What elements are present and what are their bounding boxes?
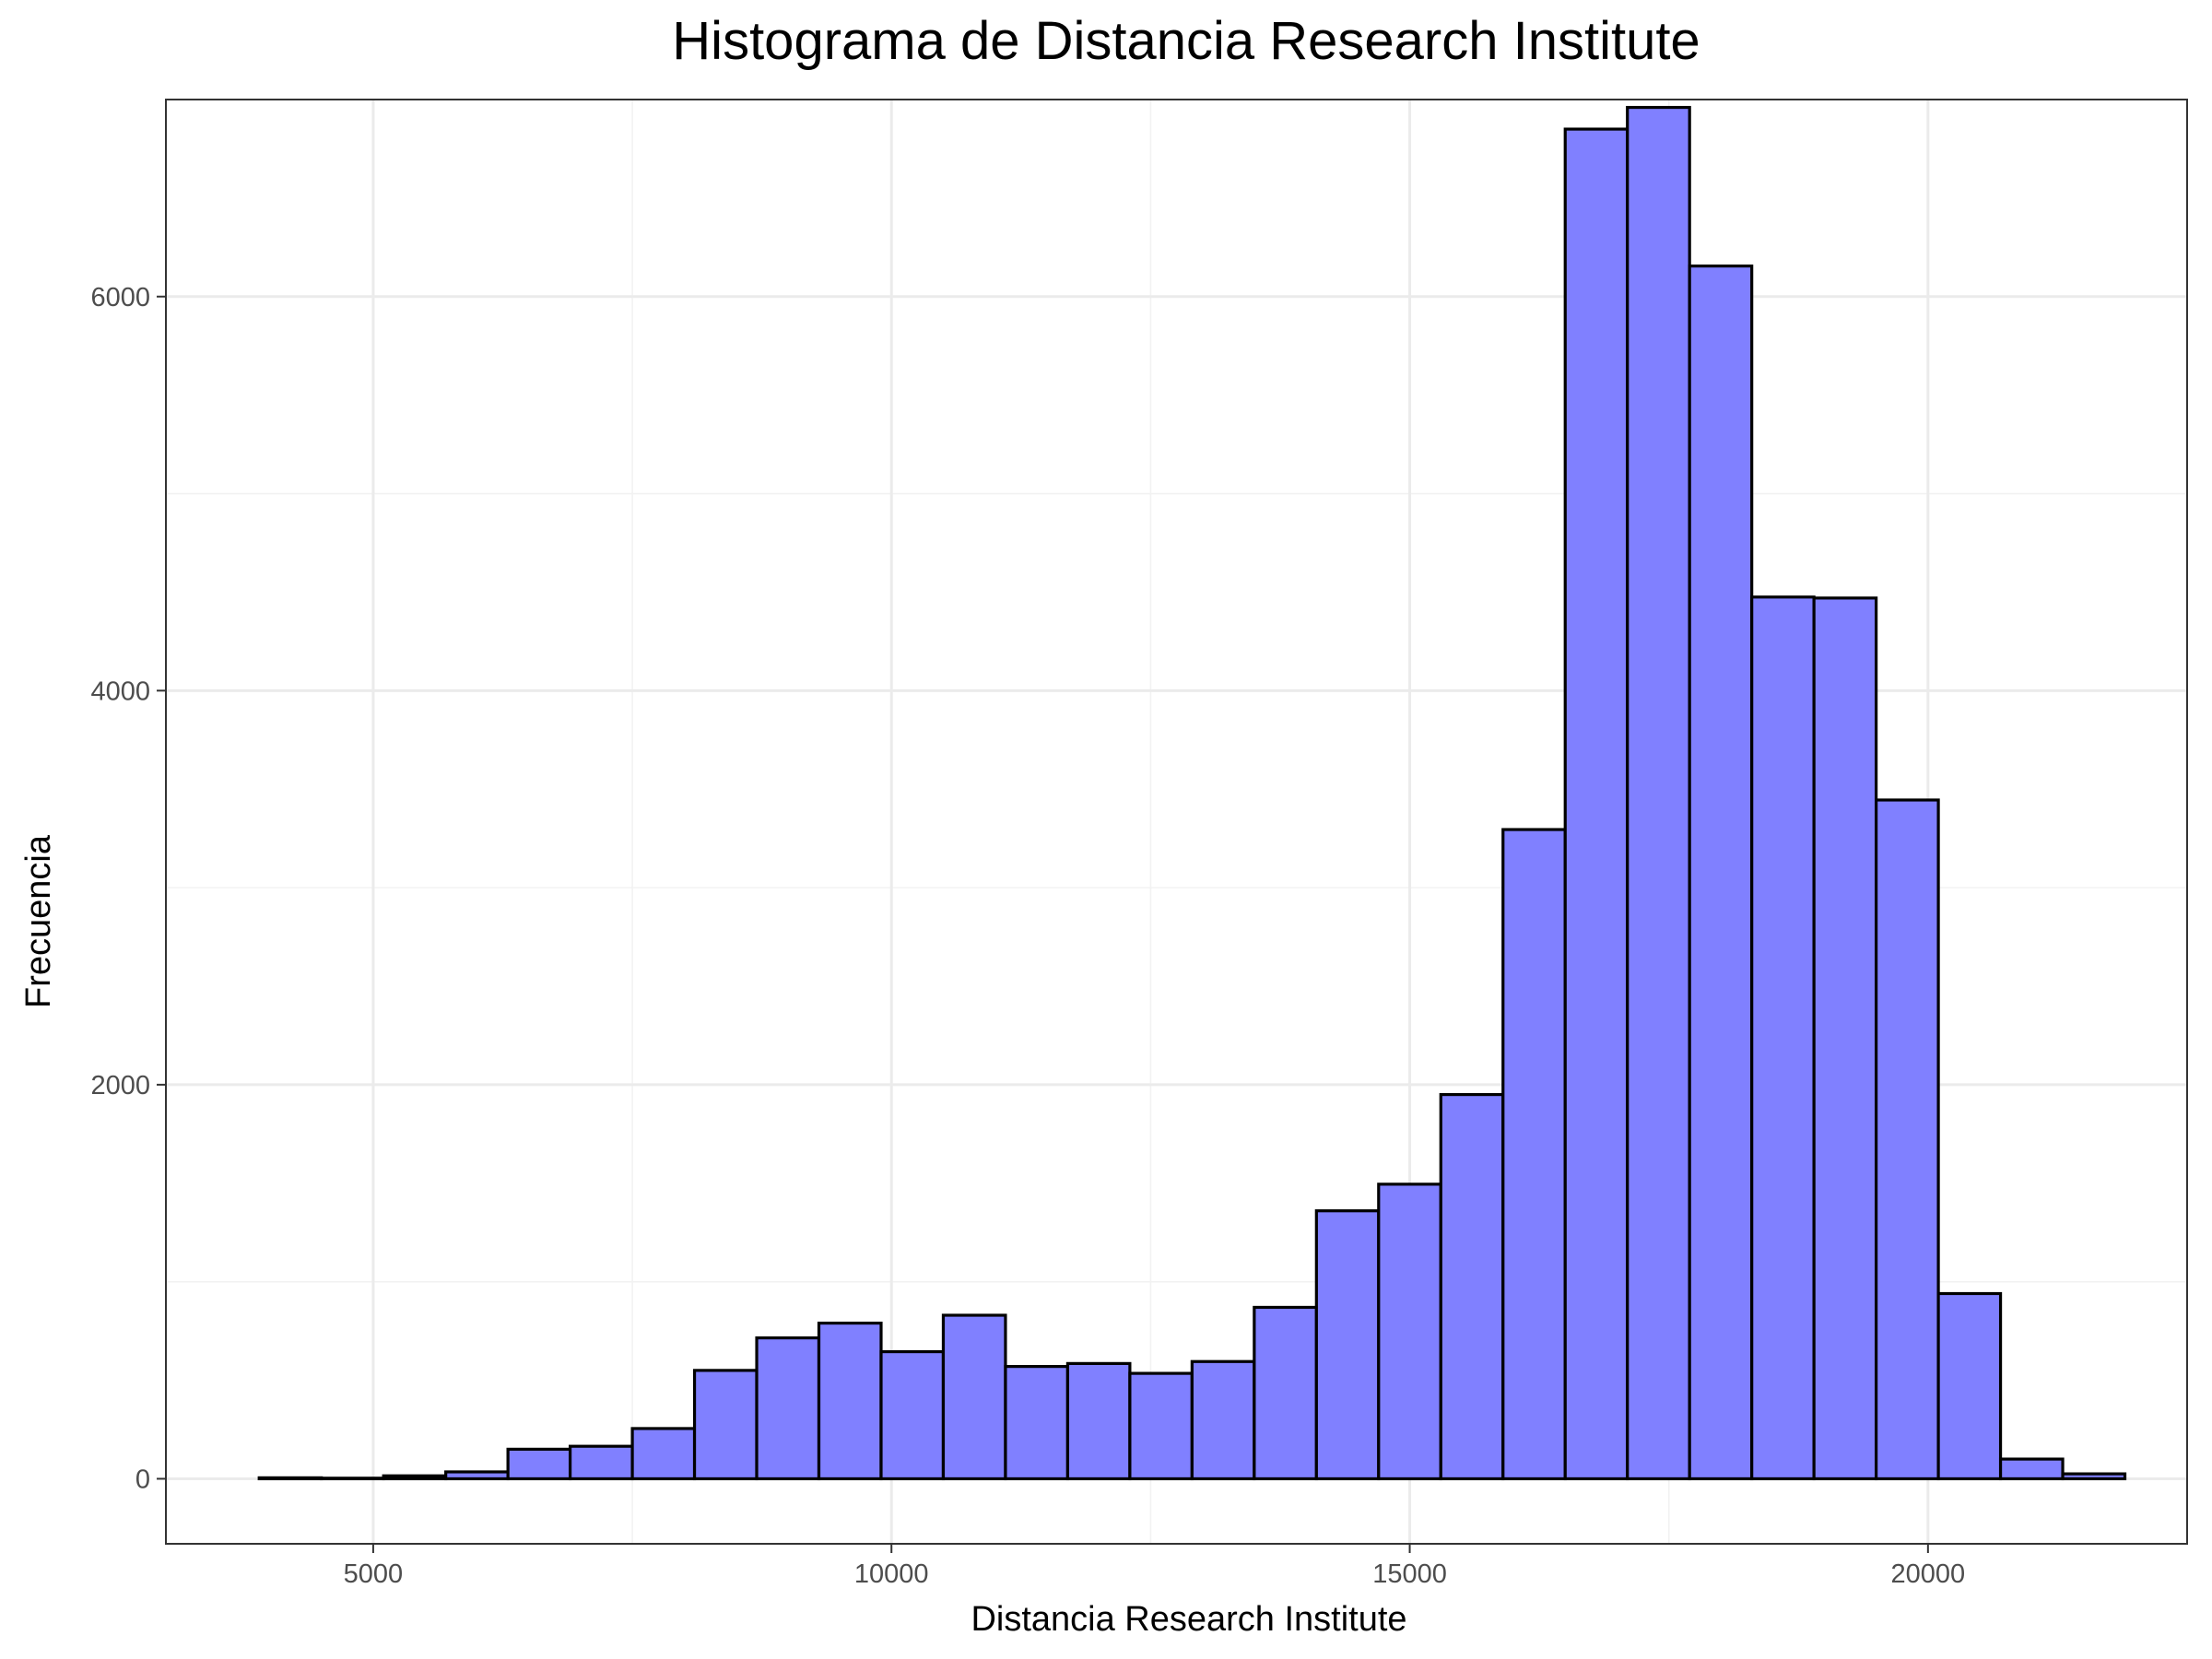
histogram-bar xyxy=(1253,1305,1318,1481)
histogram-bar xyxy=(444,1470,510,1481)
histogram-bar xyxy=(2061,1472,2127,1481)
histogram-bars xyxy=(257,105,2127,1481)
histogram-bar xyxy=(1875,798,1940,1481)
histogram-bar xyxy=(1750,595,1816,1481)
x-tick-label: 10000 xyxy=(854,1559,929,1589)
histogram-bar xyxy=(320,1477,385,1481)
histogram-bar xyxy=(879,1349,946,1481)
histogram-bar xyxy=(382,1474,448,1481)
histogram-bar xyxy=(941,1313,1007,1481)
histogram-bar xyxy=(1377,1182,1442,1481)
histogram-bar xyxy=(568,1444,634,1481)
y-tick-label: 0 xyxy=(135,1465,150,1494)
histogram-bar xyxy=(817,1321,883,1481)
histogram-bar xyxy=(1936,1291,2003,1481)
histogram-bar xyxy=(257,1476,324,1481)
x-axis: 5000 10000 15000 20000 xyxy=(344,1544,1966,1589)
histogram-bar xyxy=(1314,1209,1381,1481)
y-tick-label: 4000 xyxy=(90,677,150,706)
plot-panel-border xyxy=(165,99,2188,1545)
x-axis-title: Distancia Research Institute xyxy=(971,1600,1406,1639)
histogram-bar xyxy=(1065,1361,1132,1481)
histogram-bar xyxy=(1812,596,1878,1481)
y-tick-label: 2000 xyxy=(90,1071,150,1100)
y-axis: 0 2000 4000 6000 xyxy=(90,283,166,1494)
x-tick-label: 5000 xyxy=(344,1559,404,1589)
histogram-bar xyxy=(1004,1364,1070,1481)
histogram-bar xyxy=(630,1427,697,1481)
histogram-bar xyxy=(755,1336,821,1481)
histogram-bar xyxy=(1998,1457,2065,1481)
histogram-bar xyxy=(692,1369,759,1481)
histogram-bar xyxy=(1439,1092,1505,1481)
x-tick-label: 15000 xyxy=(1372,1559,1447,1589)
histogram-bar xyxy=(1128,1371,1194,1481)
y-axis-title: Frecuencia xyxy=(19,834,58,1008)
y-tick-label: 6000 xyxy=(90,283,150,312)
histogram-bar xyxy=(1688,265,1754,1481)
histogram-bar xyxy=(506,1447,572,1481)
histogram-bar xyxy=(1501,828,1567,1481)
histogram-bar xyxy=(1190,1359,1256,1481)
x-tick-label: 20000 xyxy=(1891,1559,1966,1589)
histogram-bar xyxy=(1563,127,1630,1481)
histogram-bar xyxy=(1626,105,1691,1481)
chart-title: Histograma de Distancia Research Institu… xyxy=(672,11,1700,71)
